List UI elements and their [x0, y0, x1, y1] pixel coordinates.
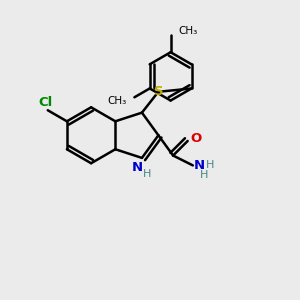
Text: Cl: Cl	[38, 95, 52, 109]
Text: N: N	[194, 159, 205, 172]
Text: H: H	[200, 170, 208, 180]
Text: O: O	[190, 132, 202, 145]
Text: H: H	[206, 160, 215, 170]
Text: H: H	[143, 169, 152, 179]
Text: N: N	[132, 161, 143, 174]
Text: CH₃: CH₃	[178, 26, 197, 36]
Text: CH₃: CH₃	[108, 96, 127, 106]
Text: S: S	[154, 85, 164, 98]
